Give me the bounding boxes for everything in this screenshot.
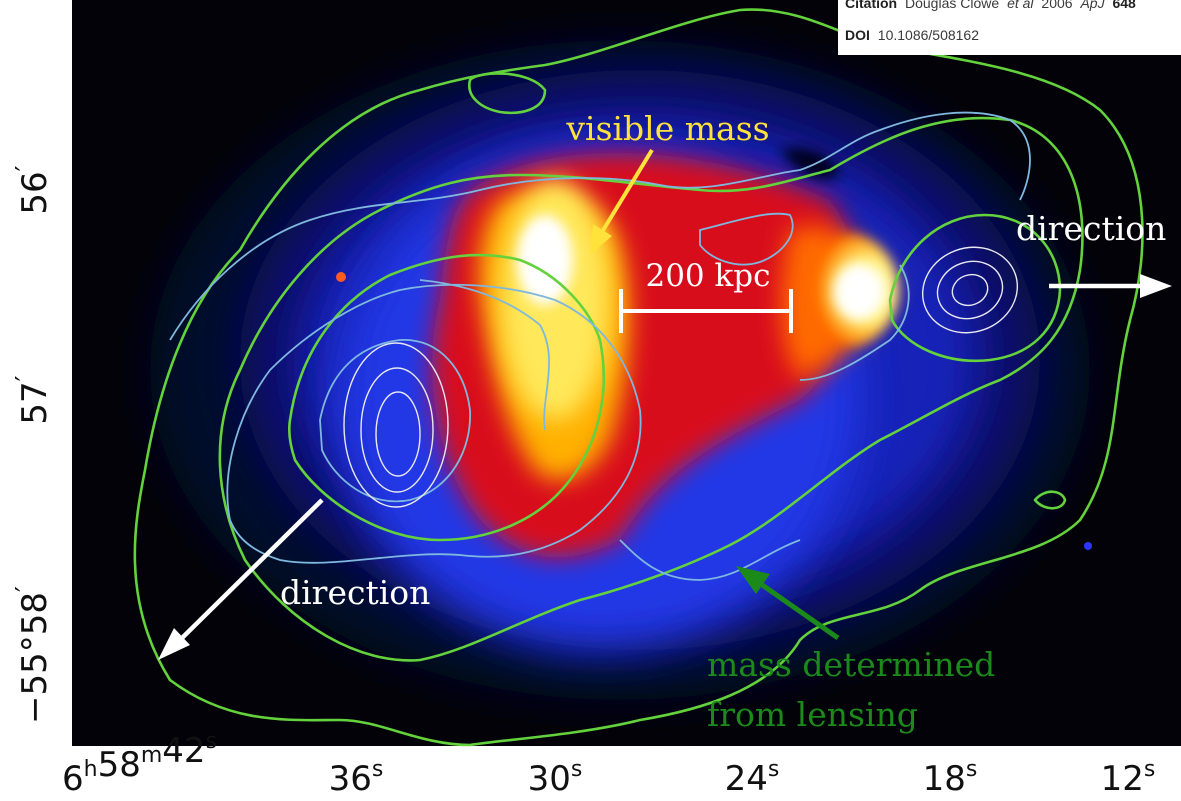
citation-box: Citation Douglas Clowe et al 2006 ApJ 64… [838, 0, 1181, 55]
x-tick-6h58m42s: 6h58m42s [62, 729, 217, 799]
y-axis: 56′ 57′ −55°58′ [11, 165, 55, 724]
citation-year: 2006 [1041, 0, 1072, 11]
citation-label: Citation [845, 0, 897, 11]
citation-line: Citation Douglas Clowe et al 2006 ApJ 64… [845, 0, 1136, 11]
y-tick-5558: −55°58′ [11, 586, 55, 724]
scale-label: 200 kpc [645, 258, 770, 294]
y-tick-56: 56′ [11, 165, 55, 214]
visible-mass-arrow [590, 148, 654, 255]
lensing-peak-contours [343, 246, 1019, 508]
xray-image [72, 0, 1181, 746]
citation-journal: ApJ [1079, 0, 1105, 11]
direction-right-arrow [1049, 274, 1172, 298]
doi-label: DOI [845, 27, 870, 43]
scale-bar [619, 289, 793, 333]
x-axis: 6h58m42s 36s 30s 24s 18s 12s [62, 729, 1155, 799]
visible-mass-label: visible mass [565, 109, 769, 148]
citation-volume: 648 [1112, 0, 1136, 11]
direction-left-arrow [158, 498, 324, 660]
direction-left-label: direction [280, 573, 430, 612]
y-tick-57: 57′ [11, 375, 55, 424]
citation-etal: et al [1007, 0, 1034, 11]
doi-value: 10.1086/508162 [878, 27, 979, 43]
lensing-arrow [736, 566, 840, 641]
xray-contours [169, 111, 1031, 581]
direction-right-label: direction [1016, 209, 1166, 248]
x-tick-36s: 36s [329, 757, 384, 799]
x-tick-12s: 12s [1101, 757, 1156, 799]
x-tick-24s: 24s [725, 757, 780, 799]
x-tick-30s: 30s [528, 757, 583, 799]
x-tick-18s: 18s [923, 757, 978, 799]
lensing-label-line1: mass determined [707, 645, 995, 684]
lensing-label-line2: from lensing [707, 695, 918, 734]
lensing-contours [133, 8, 1144, 747]
citation-authors: Douglas Clowe [905, 0, 999, 11]
doi-line: DOI 10.1086/508162 [845, 27, 979, 43]
